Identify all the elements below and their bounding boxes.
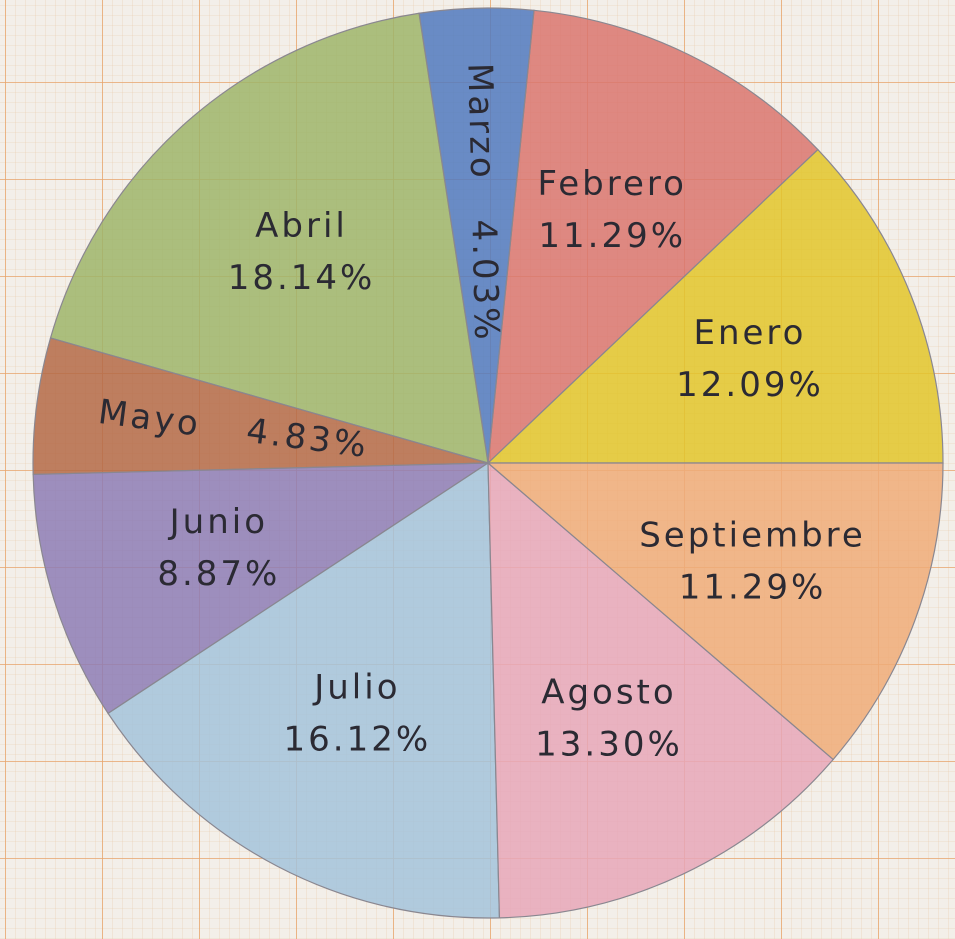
slice-label: Marzo <box>459 62 502 181</box>
value-label: 16.12% <box>284 720 432 760</box>
chart: Enero 12.09% Febrero 11.29% Marzo 4.03% Abril 1… <box>0 0 955 939</box>
value-label: 18.14% <box>228 258 376 298</box>
page: {"chart_data": {"type": "pie", "categori… <box>0 0 955 939</box>
slice-label: Agosto <box>541 672 677 712</box>
value-label: 12.09% <box>676 365 824 405</box>
slice-label: Julio <box>312 668 400 708</box>
value-label: 13.30% <box>535 724 683 764</box>
value-label: 8.87% <box>157 554 280 594</box>
slice-label: Abril <box>255 206 348 246</box>
slice-label: Febrero <box>538 164 687 204</box>
slice-label: Enero <box>693 313 806 353</box>
value-label: 11.29% <box>538 216 686 256</box>
pie: Enero 12.09% Febrero 11.29% Marzo 4.03% Abril 1… <box>33 8 943 918</box>
slice-label: Septiembre <box>639 516 866 556</box>
value-label: 11.29% <box>679 568 827 608</box>
value-label: 4.03% <box>463 219 506 343</box>
slice-label: Junio <box>168 502 268 542</box>
